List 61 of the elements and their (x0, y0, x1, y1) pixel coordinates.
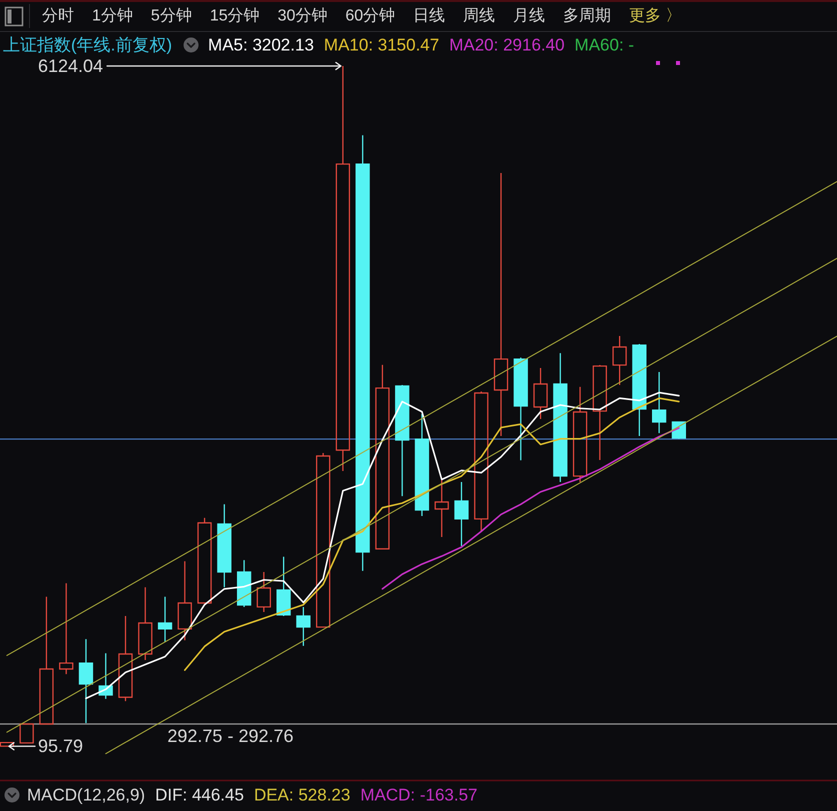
text: MA5: 3202.13 (208, 36, 314, 54)
candlestick (474, 390, 488, 533)
candlestick (494, 172, 508, 437)
y-tick-label: 95.79 (38, 736, 84, 756)
candlestick (356, 134, 370, 572)
candlestick (276, 556, 291, 617)
candlestick (118, 615, 133, 702)
candlestick (414, 413, 430, 517)
candlestick (296, 606, 310, 646)
text: MA10: 3150.47 (324, 36, 440, 54)
text: 周线 (463, 6, 496, 24)
candlestick (652, 371, 666, 434)
text: 30分钟 (278, 8, 328, 24)
candlestick (336, 65, 350, 472)
text: 多周期 (563, 6, 612, 24)
candlestick (20, 723, 34, 744)
line-series (382, 427, 680, 590)
text: DIF: 446.45 (155, 786, 244, 804)
text: DEA: 528.23 (254, 786, 350, 804)
line-series (105, 336, 837, 754)
candlestick (592, 364, 607, 461)
line-series (85, 392, 680, 700)
chart-title: 上证指数(年线.前复权) (3, 36, 172, 54)
text: MA20: 2916.40 (449, 36, 565, 54)
candlestick (138, 586, 152, 661)
candlestick (316, 452, 330, 628)
text: 更多 〉 (629, 6, 682, 24)
candlestick (0, 742, 14, 747)
candlestick (59, 582, 74, 675)
text: 5分钟 (150, 8, 192, 24)
line-series (184, 397, 680, 671)
y-tick-label: 6124.04 (38, 56, 104, 76)
candlestick (197, 517, 212, 604)
candlestick (236, 560, 252, 608)
legend-label: MA60: - (574, 36, 634, 54)
candlestick (632, 343, 646, 437)
text: 月线 (513, 6, 546, 24)
candlestick (533, 367, 548, 420)
candlestick (572, 386, 588, 483)
text: MACD: -163.57 (360, 786, 478, 804)
text: 分时 (42, 6, 74, 24)
candlestick (434, 479, 449, 538)
text: 60分钟 (345, 8, 396, 24)
candlestick (39, 596, 54, 725)
text: MACD(12,26,9) (27, 786, 146, 804)
candlestick (612, 335, 627, 386)
candlestick (375, 364, 390, 550)
candlestick (553, 352, 568, 483)
line-series (6, 181, 837, 656)
candlestick (256, 571, 271, 613)
candlestick (217, 504, 232, 588)
candlestick (395, 384, 410, 497)
candlestick (178, 560, 192, 641)
candlestick (78, 638, 94, 724)
candlestick (158, 596, 172, 643)
ref-line-label: 292.75 - 292.76 (167, 726, 294, 746)
candlestick (454, 481, 469, 547)
text: 15分钟 (210, 8, 260, 24)
text: 日线 (413, 6, 446, 24)
text: 1分钟 (92, 8, 133, 24)
candlestick (514, 356, 528, 461)
